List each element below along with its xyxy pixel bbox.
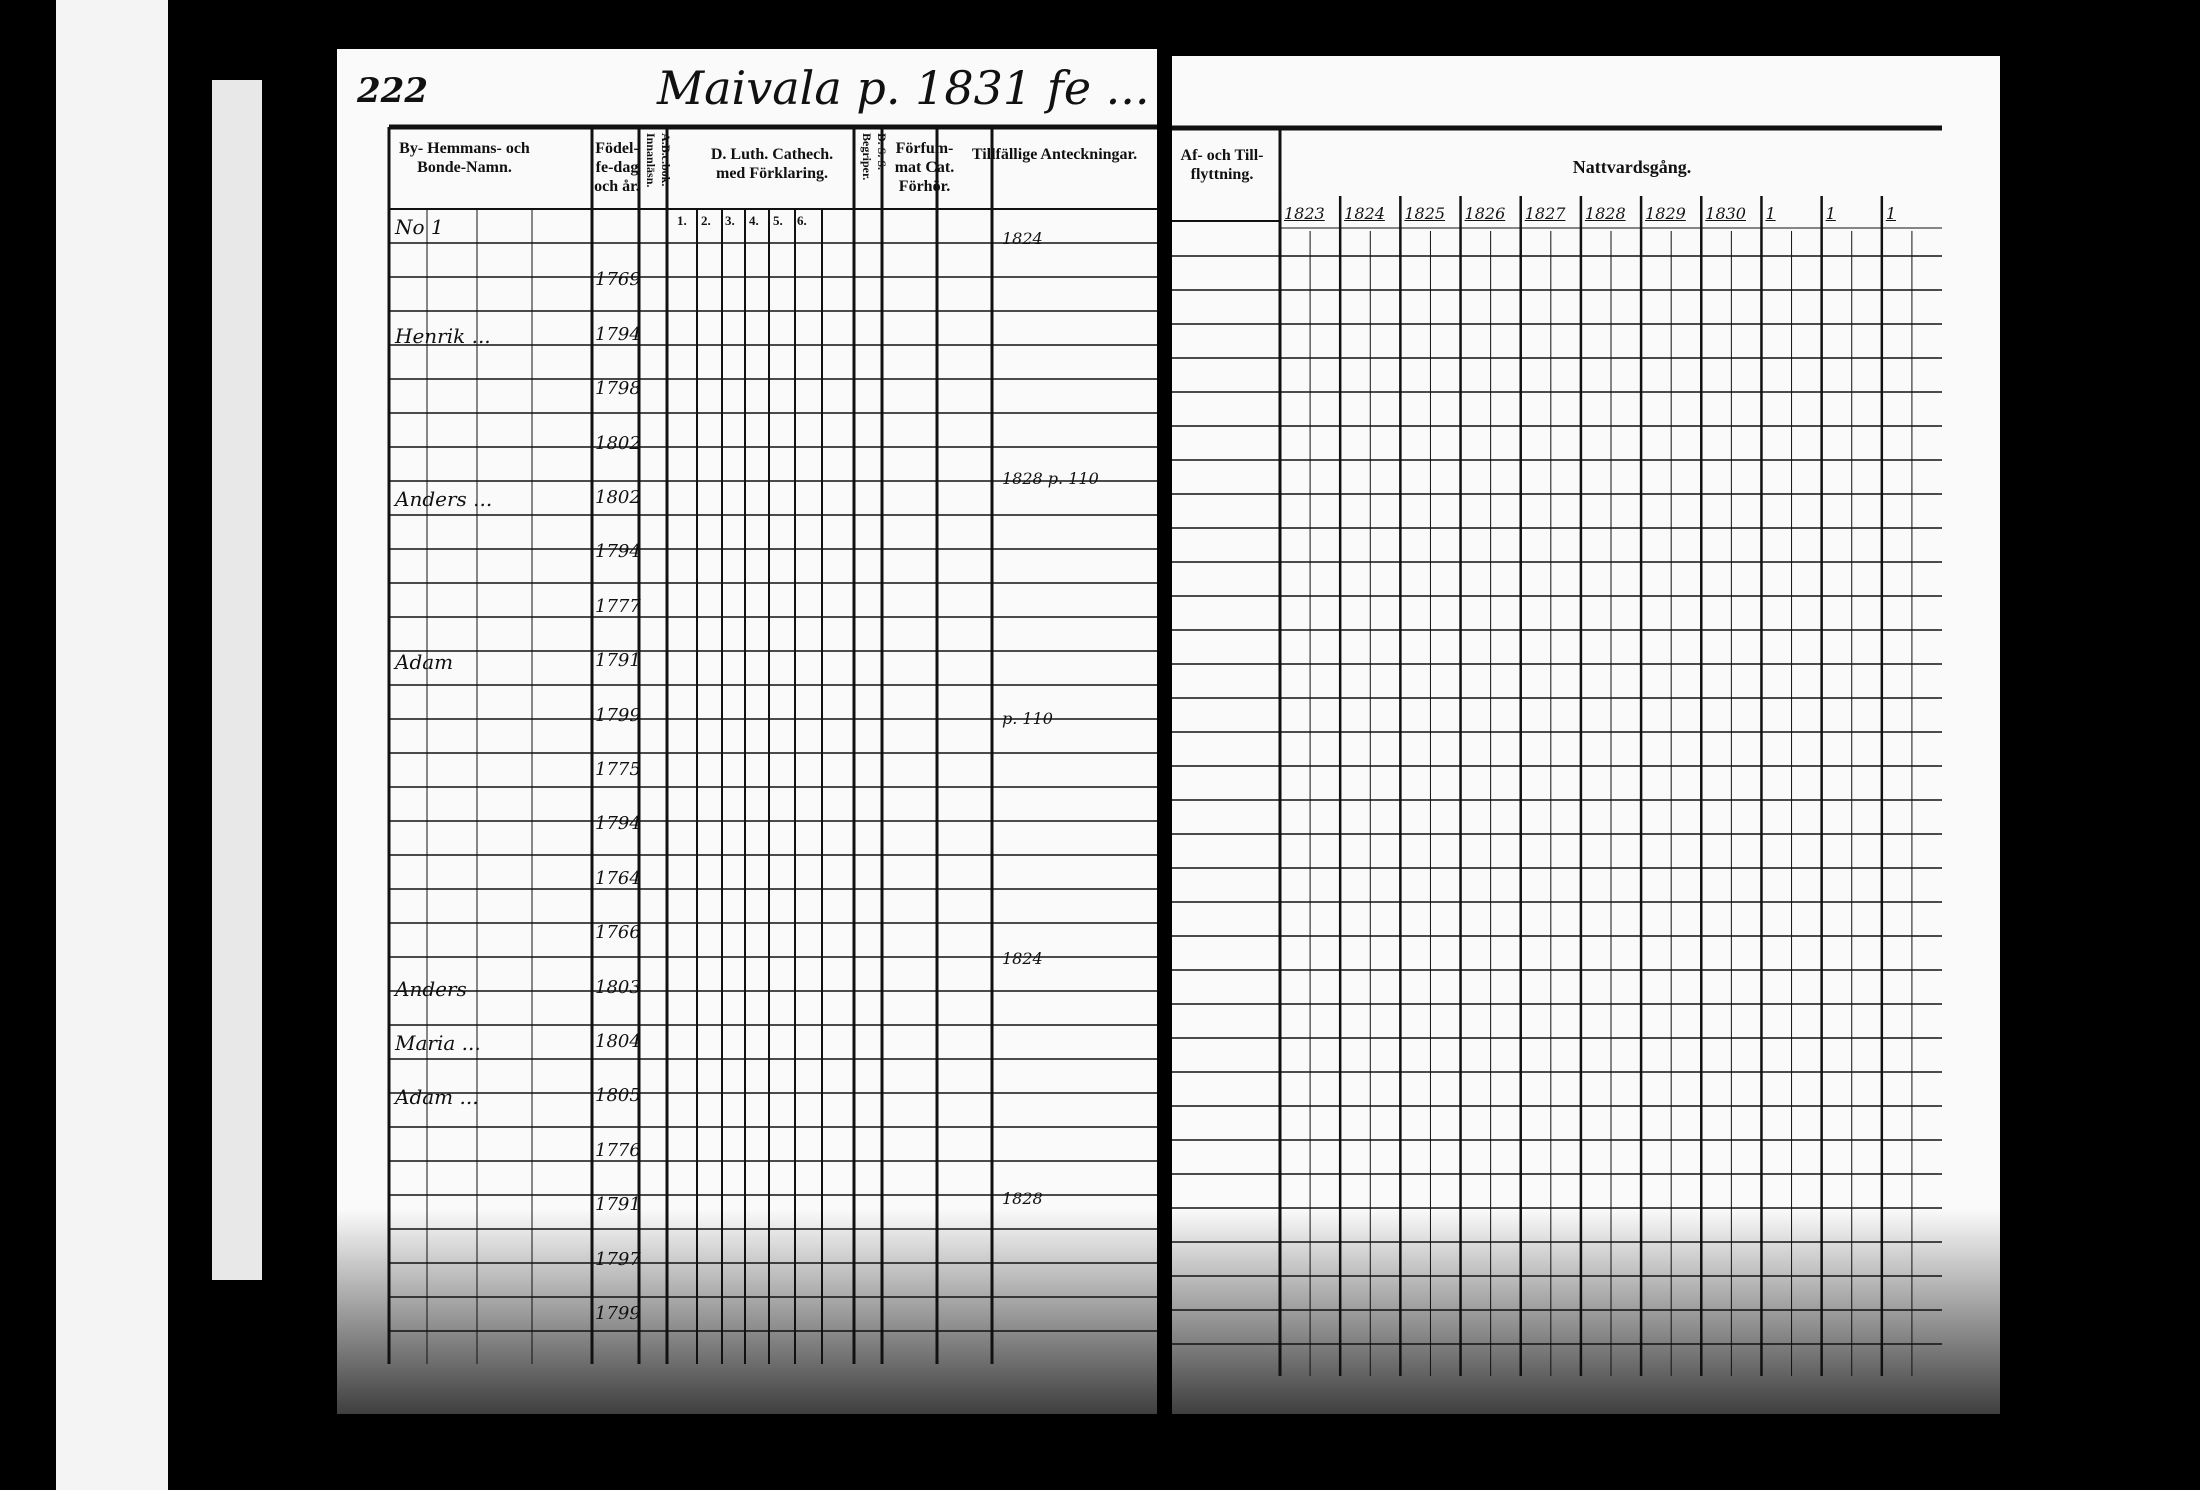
entry-name: Anders ... <box>395 487 493 511</box>
entry-birth-year: 1775 <box>595 759 641 780</box>
entry-birth-year: 1805 <box>595 1085 641 1107</box>
year-header: 1 <box>1825 204 1836 223</box>
entry-birth-year: 1766 <box>595 922 641 944</box>
header-forsummat: Förfum-mat Cat. Förhör. <box>894 140 955 195</box>
entry-birth-year: 1791 <box>595 650 641 672</box>
header-dss: D. S. S. Begriper. <box>860 133 889 181</box>
left-page: 222 Maivala p. 1831 fe ... Landt. By- He… <box>337 49 1157 1414</box>
header-name: By- Hemmans- och Bonde-Namn. <box>399 140 530 176</box>
year-header: 1827 <box>1524 204 1566 223</box>
page-number: 222 <box>357 71 428 111</box>
header-abc: A.B.c.bok. Innanläsn. <box>644 133 673 188</box>
right-table-grid <box>1172 125 1942 1376</box>
catechism-column-number: 2. <box>701 213 711 228</box>
left-margin-strip <box>56 0 168 1490</box>
year-header: 1828 <box>1584 204 1626 223</box>
entry-birth-year: 1794 <box>595 541 641 563</box>
entry-birth-year: 1798 <box>595 378 641 400</box>
entry-birth-year: 1794 <box>595 813 641 835</box>
entry-name: Adam <box>395 650 454 675</box>
header-catechism: D. Luth. Cathech. med Förklaring. <box>710 146 834 182</box>
year-header: 1823 <box>1284 204 1325 223</box>
note-entry: 1824 <box>1002 949 1043 968</box>
entry-birth-year: 1791 <box>595 1194 641 1216</box>
left-table-grid <box>387 124 1157 1364</box>
entry-birth-year: 1764 <box>595 867 641 889</box>
year-header: 1825 <box>1404 204 1446 223</box>
parish-title: Maivala p. 1831 fe ... Landt. <box>657 61 1157 115</box>
header-flyttning: Af- och Till-flyttning. <box>1180 147 1264 183</box>
year-header: 1829 <box>1645 204 1686 223</box>
right-page: Af- och Till-flyttning. Nattvardsgång. 1… <box>1172 56 2000 1414</box>
entry-birth-year: 1802 <box>595 432 641 454</box>
entry-birth-year: 1802 <box>595 487 641 508</box>
entry-birth-year: 1794 <box>595 323 641 345</box>
entry-name: Maria ... <box>395 1031 481 1055</box>
entry-birth-year: 1769 <box>595 269 641 291</box>
year-header: 1824 <box>1344 204 1385 223</box>
entry-name: Anders <box>395 976 467 1001</box>
note-entry: 1824 <box>1002 229 1043 248</box>
catechism-column-number: 6. <box>797 213 807 228</box>
entry-birth-year: 1804 <box>595 1031 641 1052</box>
year-header: 1826 <box>1464 204 1506 223</box>
entry-birth-year: 1777 <box>595 595 641 617</box>
catechism-column-number: 3. <box>725 213 735 228</box>
year-header: 1 <box>1765 204 1776 223</box>
note-entry: 1828 p. 110 <box>1002 469 1099 488</box>
header-birth: Födel-fe-dag och år. <box>594 140 640 195</box>
entry-birth-year: 1799 <box>595 1303 641 1324</box>
header-nattvard: Nattvardsgång. <box>1572 157 1692 177</box>
page-edge-strip <box>212 80 262 1280</box>
note-entry: 1828 <box>1002 1189 1043 1208</box>
entry-name: No 1 <box>395 215 444 239</box>
entry-birth-year: 1803 <box>595 976 641 998</box>
note-entry: p. 110 <box>1002 709 1053 728</box>
entry-birth-year: 1776 <box>595 1139 641 1161</box>
entry-birth-year: 1799 <box>595 704 641 726</box>
catechism-column-number: 5. <box>773 213 783 228</box>
catechism-column-number: 1. <box>677 213 687 228</box>
catechism-column-number: 4. <box>749 213 759 228</box>
header-tillfallige: Tillfällige Anteckningar. <box>971 146 1138 163</box>
entry-name: Adam ... <box>395 1085 479 1110</box>
entry-name: Henrik ... <box>395 323 491 348</box>
year-header: 1830 <box>1705 204 1746 223</box>
year-header: 1 <box>1885 204 1896 223</box>
entry-birth-year: 1797 <box>595 1248 641 1270</box>
